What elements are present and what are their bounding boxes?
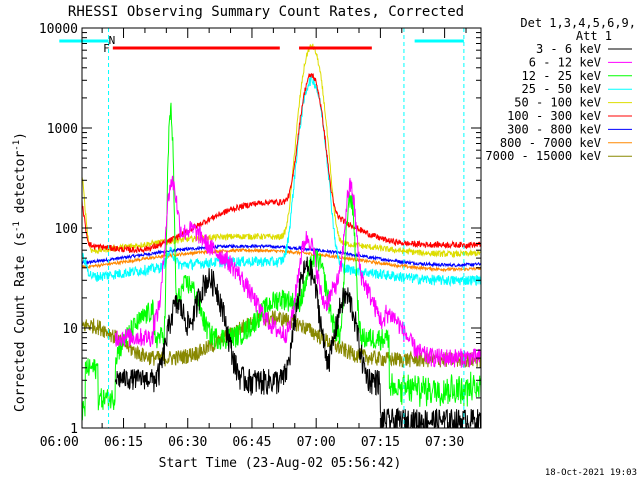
y-tick-label: 10000	[39, 22, 78, 37]
footer-timestamp: 18-Oct-2021 19:03	[545, 468, 637, 478]
y-axis-label: Corrected Count Rate (s-1 detector-1)	[12, 132, 28, 412]
y-label-sup1: -1	[12, 221, 22, 232]
legend-label-2: 6 - 12 keV	[529, 55, 601, 69]
legend-header-line2: Att 1	[576, 29, 612, 43]
legend-label-7: 300 - 800 keV	[507, 122, 601, 136]
series-line-7	[82, 243, 481, 269]
x-tick-label: 06:15	[104, 435, 143, 450]
y-tick-label: 1000	[47, 122, 78, 137]
series-line-8	[82, 247, 481, 273]
plot-frame	[81, 27, 482, 429]
legend-header-line1: Det 1,3,4,5,6,9,	[520, 16, 636, 30]
x-tick-label: 07:30	[425, 435, 464, 450]
legend-label-6: 100 - 300 keV	[507, 109, 601, 123]
y-tick-label: 10	[62, 322, 78, 337]
plot-area: FN	[59, 28, 481, 428]
legend-label-3: 12 - 25 keV	[522, 69, 601, 83]
y-label-part1: Corrected Count Rate (s	[13, 232, 28, 412]
series-line-4	[82, 74, 481, 288]
axes: 1 10 100 1000 10000 06:00 06:15 06:30 06:45 07:00…	[39, 22, 482, 450]
y-label-part2: detector	[13, 151, 28, 222]
flag-label-f: F	[103, 42, 110, 55]
series-line-1	[114, 256, 481, 428]
series-line-6	[82, 72, 481, 254]
y-label-sup2: -1	[12, 140, 22, 151]
y-tick-label: 1	[70, 422, 78, 437]
series-line-3	[82, 102, 481, 421]
legend-label-8: 800 - 7000 keV	[500, 136, 601, 150]
legend-label-4: 25 - 50 keV	[522, 82, 601, 96]
x-axis-label: Start Time (23-Aug-02 05:56:42)	[159, 456, 402, 471]
plot-clip	[82, 43, 481, 428]
y-label-part3: )	[13, 132, 28, 140]
y-tick-label: 100	[55, 222, 78, 237]
legend-label-1: 3 - 6 keV	[536, 42, 601, 56]
series-line-5	[82, 43, 481, 259]
flag-label-n: N	[109, 34, 116, 47]
x-tick-label: 06:45	[232, 435, 271, 450]
legend-label-9: 7000 - 15000 keV	[485, 149, 601, 163]
x-tick-label: 07:15	[361, 435, 400, 450]
x-tick-label: 07:00	[297, 435, 336, 450]
legend-label-5: 50 - 100 keV	[514, 96, 601, 110]
series-line-2	[114, 175, 481, 368]
x-tick-label: 06:00	[40, 435, 79, 450]
series-line-9	[82, 310, 481, 369]
chart-title: RHESSI Observing Summary Count Rates, Co…	[68, 4, 464, 20]
x-tick-label: 06:30	[168, 435, 207, 450]
